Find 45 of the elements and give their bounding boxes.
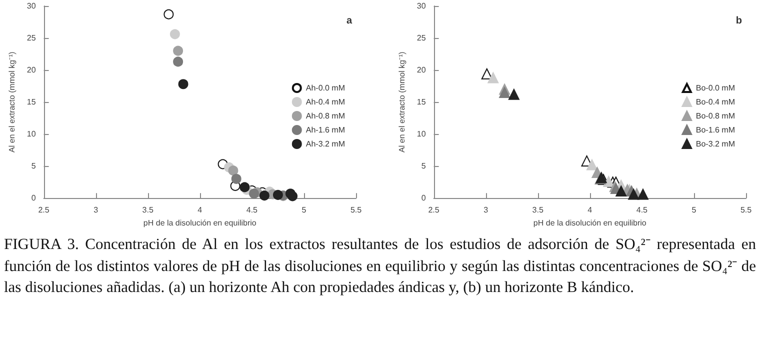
y-tick-label: 15 xyxy=(416,98,426,107)
x-tick-label: 2.5 xyxy=(428,206,440,215)
x-tick-label: 5.5 xyxy=(740,206,752,215)
y-tick-label: 25 xyxy=(26,34,36,43)
x-tick-label: 2.5 xyxy=(38,206,50,215)
y-tick-label: 5 xyxy=(421,162,426,171)
legend-label: Ah-0.4 mM xyxy=(306,98,346,106)
y-tick-label: 15 xyxy=(26,98,36,107)
y-tick-label: 10 xyxy=(416,130,426,139)
y-tick-label: 25 xyxy=(416,34,426,43)
x-tick-label: 4 xyxy=(198,206,203,215)
x-tick-label: 5.5 xyxy=(350,206,362,215)
y-tick-label: 10 xyxy=(26,130,36,139)
annotation: b xyxy=(736,16,742,26)
annotation: a xyxy=(346,16,352,26)
legend-label: Bo-0.8 mM xyxy=(696,112,736,120)
x-tick-label: 4.5 xyxy=(246,206,258,215)
y-tick-label: 20 xyxy=(416,66,426,75)
x-axis-title: pH de la disolución en equilibrio xyxy=(533,218,647,228)
y-tick-label: 0 xyxy=(31,194,36,203)
y-tick-label: 20 xyxy=(26,66,36,75)
legend-label: Bo-0.4 mM xyxy=(696,98,736,106)
legend-label: Ah-1.6 mM xyxy=(306,126,346,134)
x-tick-label: 5 xyxy=(692,206,697,215)
legend-label: Bo-1.6 mM xyxy=(696,126,736,134)
legend-label: Ah-0.8 mM xyxy=(306,112,346,120)
y-tick-label: 0 xyxy=(421,194,426,203)
y-tick-label: 5 xyxy=(31,162,36,171)
x-tick-label: 3.5 xyxy=(142,206,154,215)
x-tick-label: 5 xyxy=(302,206,307,215)
y-tick-label: 30 xyxy=(26,2,36,10)
legend-label: Bo-3.2 mM xyxy=(696,140,736,148)
x-tick-label: 4.5 xyxy=(636,206,648,215)
y-axis-title: Al en el extracto (mmol kg⁻¹) xyxy=(8,51,16,152)
y-tick-label: 30 xyxy=(416,2,426,10)
text: FIGURA 3. Concentración de Al en los extractos resultantes de los estudios de adsorción de SO₄²⁻ representada en función de los distintos valores de pH de las disoluciones en equilibrio y según las distintas concentraciones de SO₄²⁻ de las disoluciones añadidas. (a) un horizonte Ah con propiedades ándicas y, (b) un horizonte B kándico. xyxy=(4,235,756,298)
x-axis-title: pH de la disolución en equilibrio xyxy=(143,218,257,228)
x-tick-label: 3.5 xyxy=(532,206,544,215)
legend-label: Ah-0.0 mM xyxy=(306,84,346,92)
legend-label: Bo-0.0 mM xyxy=(696,84,736,92)
y-axis-title: Al en el extracto (mmol kg⁻¹) xyxy=(398,51,406,152)
x-tick-label: 3 xyxy=(484,206,489,215)
x-tick-label: 4 xyxy=(588,206,593,215)
x-tick-label: 3 xyxy=(94,206,99,215)
legend-label: Ah-3.2 mM xyxy=(306,140,346,148)
